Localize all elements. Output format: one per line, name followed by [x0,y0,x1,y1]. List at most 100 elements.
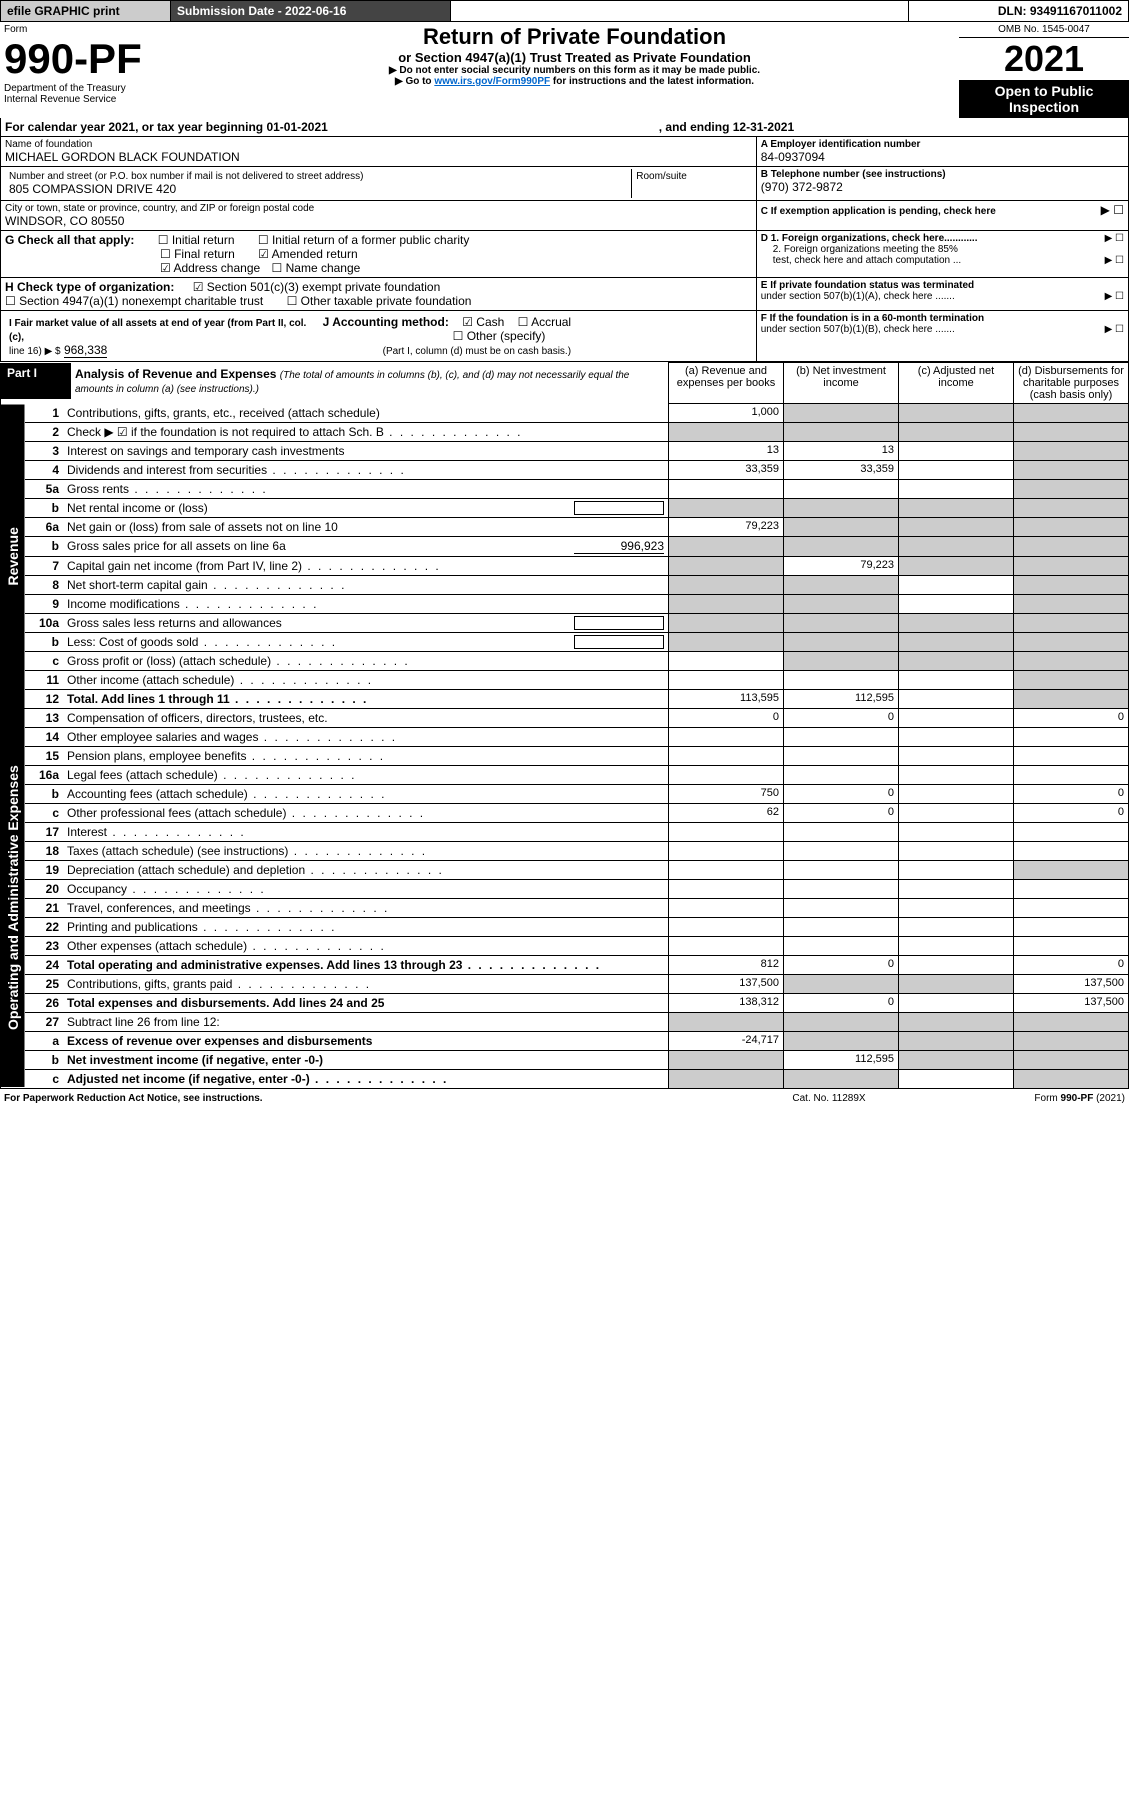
line-number: 3 [25,441,63,460]
line-text: Gross sales price for all assets on line… [63,536,669,556]
cell-c [899,974,1014,993]
cell-d: 137,500 [1014,993,1129,1012]
cell-d: 0 [1014,955,1129,974]
j-other[interactable]: Other (specify) [467,329,546,343]
cell-a [669,746,784,765]
table-row: 18Taxes (attach schedule) (see instructi… [1,841,1129,860]
cell-d [1014,879,1129,898]
cell-d [1014,536,1129,556]
cell-c [899,404,1014,423]
g-amended[interactable]: Amended return [272,247,358,261]
col-a: (a) Revenue and expenses per books [669,363,784,404]
cell-d [1014,441,1129,460]
table-row: 24Total operating and administrative exp… [1,955,1129,974]
g-initial[interactable]: Initial return [172,233,235,247]
table-row: cGross profit or (loss) (attach schedule… [1,651,1129,670]
line-number: 16a [25,765,63,784]
cell-a: 750 [669,784,784,803]
line-text: Net short-term capital gain [63,575,669,594]
line-text: Other expenses (attach schedule) [63,936,669,955]
line-number: b [25,536,63,556]
cell-b [784,1069,899,1088]
table-row: 27Subtract line 26 from line 12: [1,1012,1129,1031]
table-row: 15Pension plans, employee benefits [1,746,1129,765]
line-number: 24 [25,955,63,974]
line-text: Adjusted net income (if negative, enter … [63,1069,669,1088]
cell-a [669,860,784,879]
cell-d [1014,479,1129,498]
h-4947[interactable]: Section 4947(a)(1) nonexempt charitable … [19,294,263,308]
cell-c [899,651,1014,670]
cell-b [784,670,899,689]
cell-d [1014,765,1129,784]
cell-b: 79,223 [784,556,899,575]
g-address[interactable]: Address change [173,261,260,275]
h-lbl: H Check type of organization: [5,280,174,294]
cell-d [1014,936,1129,955]
cell-b [784,594,899,613]
tax-year: 2021 [959,38,1129,80]
table-row: 17Interest [1,822,1129,841]
warn2: ▶ Go to www.irs.gov/Form990PF for instru… [194,76,955,87]
submission-date: Submission Date - 2022-06-16 [171,1,451,22]
cell-a [669,632,784,651]
cell-c [899,613,1014,632]
identity-block: Name of foundation MICHAEL GORDON BLACK … [0,137,1129,362]
line-text: Total expenses and disbursements. Add li… [63,993,669,1012]
table-row: 26Total expenses and disbursements. Add … [1,993,1129,1012]
g-final[interactable]: Final return [174,247,235,261]
cell-b [784,974,899,993]
g-initial-public[interactable]: Initial return of a former public charit… [272,233,469,247]
cell-d [1014,727,1129,746]
g-name[interactable]: Name change [286,261,361,275]
table-row: 19Depreciation (attach schedule) and dep… [1,860,1129,879]
j-cash[interactable]: Cash [476,315,504,329]
cell-b: 112,595 [784,1050,899,1069]
cell-a [669,727,784,746]
d2a: 2. Foreign organizations meeting the 85% [773,244,1124,255]
room-lbl: Room/suite [632,169,752,198]
line-text: Contributions, gifts, grants, etc., rece… [63,404,669,423]
cell-b [784,727,899,746]
h-other[interactable]: Other taxable private foundation [301,294,472,308]
line-number: 11 [25,670,63,689]
cell-a [669,613,784,632]
cell-c [899,841,1014,860]
cell-d [1014,1069,1129,1088]
line-text: Taxes (attach schedule) (see instruction… [63,841,669,860]
cell-a: 137,500 [669,974,784,993]
cell-b [784,822,899,841]
line-number: 1 [25,404,63,423]
line-number: 20 [25,879,63,898]
cell-c [899,822,1014,841]
cell-d [1014,498,1129,517]
line-text: Interest [63,822,669,841]
cell-b [784,536,899,556]
j-note: (Part I, column (d) must be on cash basi… [383,346,571,357]
i-lbl: I Fair market value of all assets at end… [9,318,306,343]
efile-btn[interactable]: efile GRAPHIC print [1,1,171,22]
cell-b [784,651,899,670]
table-row: 8Net short-term capital gain [1,575,1129,594]
line-number: 22 [25,917,63,936]
addr-val: 805 COMPASSION DRIVE 420 [9,182,627,196]
cell-c [899,917,1014,936]
irs-link[interactable]: www.irs.gov/Form990PF [434,76,550,87]
cell-a [669,917,784,936]
ein-val: 84-0937094 [761,150,1124,164]
cell-b: 0 [784,993,899,1012]
table-row: cAdjusted net income (if negative, enter… [1,1069,1129,1088]
line-text: Less: Cost of goods sold [63,632,669,651]
cell-d: 0 [1014,708,1129,727]
cell-c [899,632,1014,651]
cell-d [1014,575,1129,594]
line-text: Travel, conferences, and meetings [63,898,669,917]
cell-c [899,1050,1014,1069]
cell-c [899,441,1014,460]
j-accrual[interactable]: Accrual [531,315,571,329]
h-501c3[interactable]: Section 501(c)(3) exempt private foundat… [207,280,440,294]
form-title: Return of Private Foundation [194,24,955,50]
cell-a [669,822,784,841]
line-number: 2 [25,422,63,441]
line-number: b [25,784,63,803]
